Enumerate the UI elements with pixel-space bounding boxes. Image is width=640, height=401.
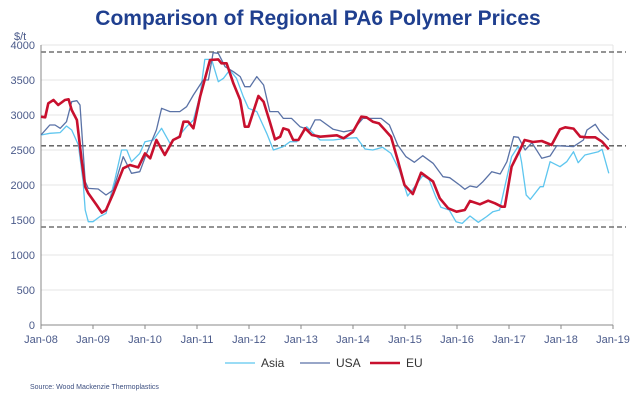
x-tick-label: Jan-09: [76, 334, 110, 346]
series-line-usa: [40, 52, 610, 196]
chart-title: Comparison of Regional PA6 Polymer Price…: [95, 7, 540, 30]
series-line-eu: [40, 58, 610, 214]
source-note: Source: Wood Mackenzie Thermoplastics: [30, 384, 159, 391]
x-tick-label: Jan-17: [492, 334, 526, 346]
x-tick-label: Jan-15: [388, 334, 422, 346]
legend-label-usa: USA: [336, 356, 361, 370]
y-tick-label: 500: [17, 285, 35, 297]
x-tick-label: Jan-12: [232, 334, 266, 346]
x-tick-label: Jan-19: [596, 334, 630, 346]
y-tick-label: 3000: [11, 110, 35, 122]
y-tick-label: 1500: [11, 215, 35, 227]
y-axis-label: $/t: [14, 31, 26, 43]
y-tick-label: 0: [29, 320, 35, 332]
x-tick-label: Jan-16: [440, 334, 474, 346]
x-tick-label: Jan-18: [544, 334, 578, 346]
y-tick-label: 2500: [11, 145, 35, 157]
x-tick-label: Jan-11: [181, 334, 214, 346]
x-tick-label: Jan-14: [336, 334, 370, 346]
y-tick-label: 3500: [11, 75, 35, 87]
y-tick-label: 2000: [11, 180, 35, 192]
legend-label-eu: EU: [406, 356, 423, 370]
x-tick-label: Jan-13: [284, 334, 318, 346]
y-tick-label: 4000: [11, 40, 35, 52]
x-tick-label: Jan-10: [128, 334, 162, 346]
y-tick-label: 1000: [11, 250, 35, 262]
x-tick-label: Jan-08: [24, 334, 58, 346]
legend-label-asia: Asia: [261, 356, 285, 370]
